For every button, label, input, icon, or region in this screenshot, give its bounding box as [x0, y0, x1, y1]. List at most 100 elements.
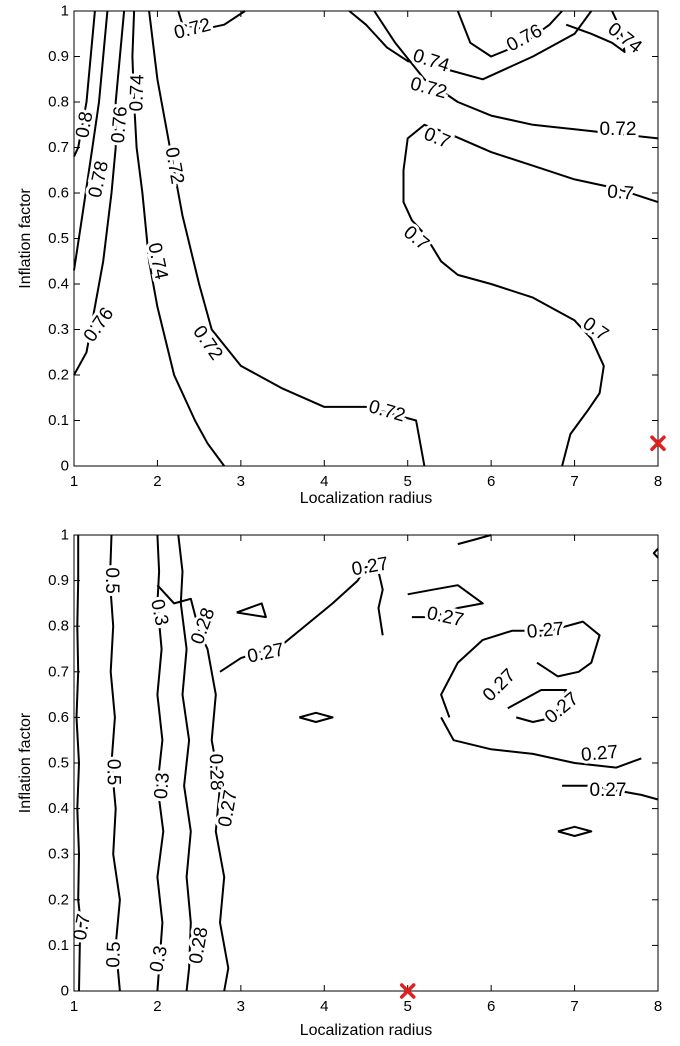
contour-line [652, 548, 659, 559]
contour-label: 0.27 [350, 553, 390, 580]
y-tick-label: 0.3 [48, 846, 69, 863]
contour-line [108, 534, 121, 992]
x-tick-label: 1 [70, 998, 78, 1015]
contour-label: 0.5 [103, 941, 125, 968]
contour-line [440, 620, 601, 718]
contour-label: 0.27 [589, 780, 626, 801]
contour-label: 0.76 [108, 105, 132, 144]
contour-line [440, 716, 642, 769]
x-tick-label: 4 [320, 473, 328, 490]
x-tick-label: 2 [153, 998, 161, 1015]
y-tick-label: 0.7 [48, 663, 69, 680]
y-tick-label: 0.6 [48, 185, 69, 202]
contour-line [75, 535, 82, 992]
contour-line [148, 10, 426, 467]
contour-line [402, 123, 659, 467]
y-tick-label: 1 [61, 527, 69, 544]
contour-line [236, 602, 267, 619]
y-tick-label: 0.5 [48, 755, 69, 772]
contour-line [73, 10, 96, 158]
contour-line [299, 711, 334, 723]
contour-line [131, 10, 226, 467]
x-tick-label: 8 [654, 473, 662, 490]
y-tick-label: 0.2 [48, 367, 69, 384]
contour-label: 0.3 [146, 944, 172, 974]
contour-label: 0.72 [161, 146, 188, 186]
contour-label: 0.7 [421, 124, 453, 153]
x-tick-label: 4 [320, 998, 328, 1015]
contour-line [373, 10, 659, 140]
y-tick-label: 0.4 [48, 800, 69, 817]
x-tick-label: 2 [153, 473, 161, 490]
contour-label: 0.76 [80, 304, 118, 346]
contour-label: 0.74 [410, 45, 452, 77]
x-tick-label: 7 [570, 998, 578, 1015]
x-tick-label: 6 [487, 998, 495, 1015]
contour-line [156, 534, 165, 992]
contour-label: 0.74 [126, 74, 148, 112]
x-tick-label: 3 [237, 473, 245, 490]
y-tick-label: 0.1 [48, 412, 69, 429]
y-axis-label: Inflation factor [17, 188, 34, 289]
contour-line [73, 10, 109, 271]
contour-line [177, 10, 246, 31]
x-tick-label: 5 [404, 473, 412, 490]
contour-label: 0.7 [606, 181, 634, 204]
y-tick-label: 0 [61, 983, 69, 1000]
x-tick-label: 3 [237, 998, 245, 1015]
contour-line [156, 584, 230, 992]
contour-label: 0.7 [399, 222, 433, 255]
y-tick-label: 0.2 [48, 891, 69, 908]
contour-label: 0.28 [205, 753, 227, 791]
optimum-marker-x [650, 435, 666, 451]
contour-line [348, 10, 593, 81]
contour-line [73, 10, 126, 376]
y-tick-label: 0.8 [48, 618, 69, 635]
optimum-marker-x [399, 983, 416, 999]
y-tick-label: 0.6 [48, 709, 69, 726]
chart-panel-1: 0.80.780.760.760.740.740.720.720.720.720… [17, 3, 666, 507]
contour-line [407, 584, 484, 619]
y-tick-label: 0.1 [48, 937, 69, 954]
contour-label: 0.27 [526, 619, 565, 643]
x-tick-label: 6 [487, 473, 495, 490]
y-tick-label: 0.5 [48, 230, 69, 247]
contour-label: 0.72 [408, 73, 449, 103]
contour-line [456, 10, 563, 58]
y-tick-label: 1 [61, 3, 69, 20]
x-axis-label: Localization radius [300, 490, 433, 507]
chart-panel-2: 0.50.3 0.280.270.270.27 0.270.270.270.270.… [17, 527, 662, 1040]
contour-label: 0.72 [599, 119, 636, 140]
x-tick-label: 8 [654, 998, 662, 1015]
y-tick-label: 0.3 [48, 321, 69, 338]
y-tick-label: 0.9 [48, 48, 69, 65]
contour-label: 0.27 [246, 639, 287, 667]
contour-line [557, 825, 593, 837]
y-tick-label: 0 [61, 458, 69, 475]
contour-line [219, 565, 384, 673]
x-axis-label: Localization radius [300, 1022, 433, 1039]
contour-label: 0.5 [103, 759, 124, 785]
contour-label: 0.27 [479, 665, 520, 706]
contour-label: 0.28 [187, 605, 219, 647]
x-tick-label: 1 [70, 473, 78, 490]
y-tick-label: 0.9 [48, 572, 69, 589]
marker-stroke [399, 983, 416, 999]
y-tick-label: 0.8 [48, 94, 69, 111]
contour-line [177, 534, 192, 992]
contour-line [507, 689, 568, 723]
contour-label: 0.7 [579, 313, 613, 345]
contour-label: 0.7 [70, 912, 95, 942]
contour-label: 0.3 [151, 772, 174, 800]
marker-stroke [650, 435, 666, 451]
contour-label: 0.5 [101, 567, 122, 593]
y-axis-label: Inflation factor [17, 712, 34, 813]
y-tick-label: 0.4 [48, 276, 69, 293]
contour-line [562, 784, 659, 801]
x-tick-label: 7 [570, 473, 578, 490]
contour-label: 0.3 [146, 597, 172, 627]
plot-frame [73, 10, 659, 467]
contour-label: 0.27 [580, 742, 619, 766]
contour-line [565, 10, 626, 53]
